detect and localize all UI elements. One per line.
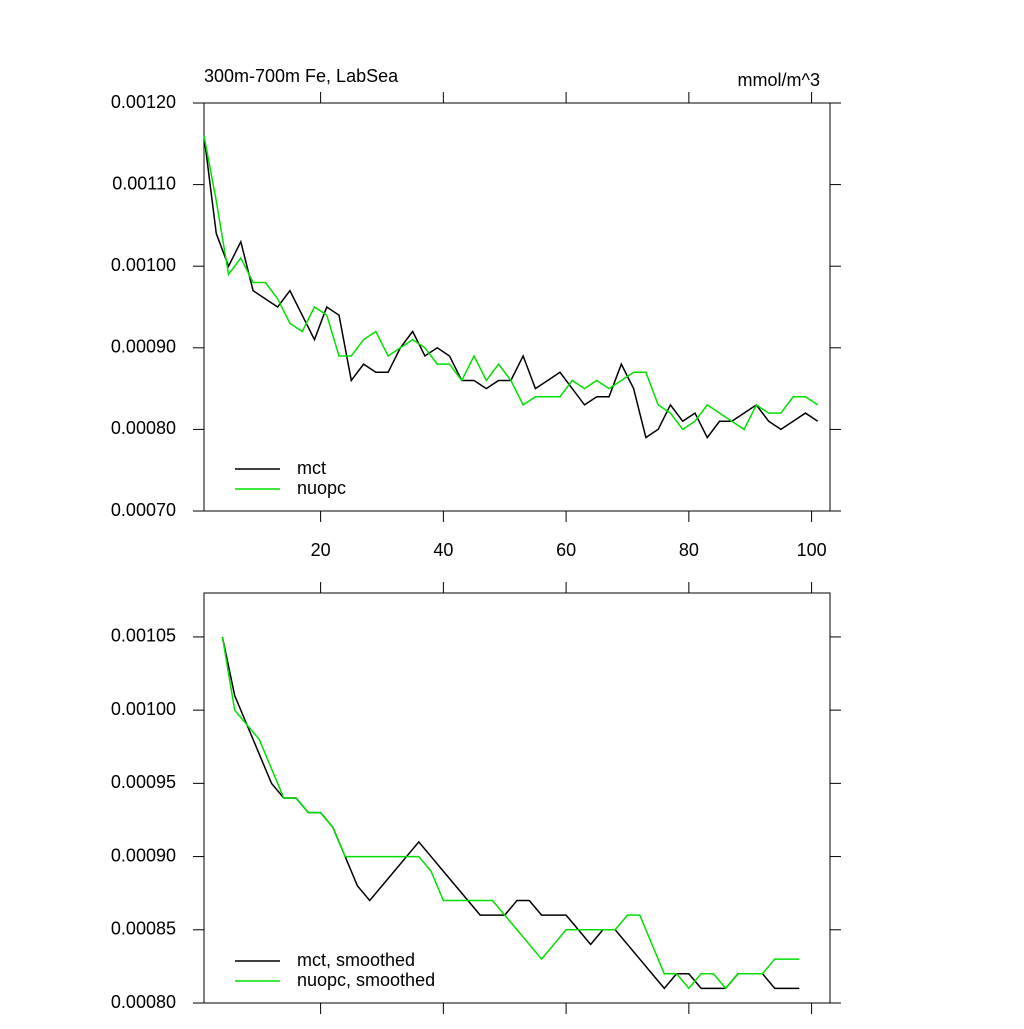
- y-tick-label: 0.00105: [111, 626, 176, 646]
- subtitle-right: mmol/m^3: [738, 70, 820, 90]
- plot-frame: [203, 102, 831, 512]
- legend-label: nuopc, smoothed: [297, 970, 435, 990]
- x-tick-label: 20: [311, 540, 331, 560]
- y-tick-label: 0.00120: [111, 92, 176, 112]
- x-tick-label: 80: [679, 540, 699, 560]
- subtitle-left: 300m-700m Fe, LabSea: [204, 66, 399, 86]
- series-line: [203, 135, 819, 431]
- x-tick-label: 60: [556, 540, 576, 560]
- series-line: [203, 135, 819, 439]
- x-tick-label: 40: [433, 540, 453, 560]
- y-tick-label: 0.00080: [111, 992, 176, 1012]
- legend-label: nuopc: [297, 478, 346, 498]
- y-tick-label: 0.00100: [111, 699, 176, 719]
- legend-label: mct: [297, 458, 326, 478]
- y-tick-label: 0.00080: [111, 418, 176, 438]
- y-tick-label: 0.00090: [111, 337, 176, 357]
- y-tick-label: 0.00085: [111, 919, 176, 939]
- y-tick-label: 0.00100: [111, 255, 176, 275]
- y-tick-label: 0.00090: [111, 845, 176, 865]
- plot-frame: [203, 592, 831, 1004]
- y-tick-label: 0.00070: [111, 500, 176, 520]
- legend-label: mct, smoothed: [297, 950, 415, 970]
- y-tick-label: 0.00110: [112, 173, 176, 193]
- x-tick-label: 100: [797, 540, 827, 560]
- y-tick-label: 0.00095: [111, 772, 176, 792]
- series-line: [221, 636, 800, 990]
